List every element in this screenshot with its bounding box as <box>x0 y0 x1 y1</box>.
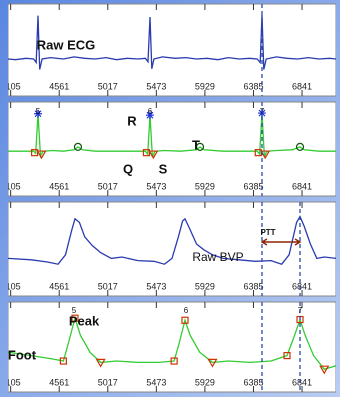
x-tick-label: 4561 <box>49 181 69 191</box>
x-tick-label: 5473 <box>146 81 166 91</box>
x-tick-label: 6385 <box>243 281 263 291</box>
x-tick-label: 4105 <box>1 81 21 91</box>
annotation: R <box>127 113 137 128</box>
marker-square <box>254 149 262 157</box>
annotation: Raw BVP <box>192 250 243 264</box>
x-tick-label: 4561 <box>49 81 69 91</box>
x-tick-label: 5473 <box>146 377 166 387</box>
marker-square <box>170 357 178 365</box>
marker-triangle <box>319 365 330 375</box>
x-tick-label: 6841 <box>292 81 312 91</box>
annotation: Peak <box>69 313 100 328</box>
marker-square <box>59 357 67 365</box>
x-tick-label: 4105 <box>1 377 21 387</box>
x-tick-label: 5473 <box>146 281 166 291</box>
x-tick-label: 5929 <box>195 377 215 387</box>
annotation: 6 <box>184 306 189 315</box>
x-tick-label: 5929 <box>195 181 215 191</box>
panel: 4105 4561 5017 5473 5929 6385 6841 5 6 7 R Q S T <box>1 101 336 197</box>
marker-star <box>34 109 43 118</box>
annotation: Q <box>123 161 133 176</box>
x-tick-label: 6385 <box>243 181 263 191</box>
x-tick-label: 4105 <box>1 181 21 191</box>
x-tick-label: 5017 <box>98 181 118 191</box>
annotation: 5 <box>36 107 41 116</box>
marker-triangle <box>260 150 271 160</box>
panel: 4105 4561 5017 5473 5929 6385 6841 5 6 7 Peak Foot <box>1 301 336 393</box>
panel-background <box>8 201 336 297</box>
panel-background <box>8 301 336 393</box>
annotation: 6 <box>148 107 153 116</box>
annotation: T <box>192 137 200 152</box>
panel: 4105 4561 5017 5473 5929 6385 6841 Raw ECG <box>1 3 336 97</box>
panel-background <box>8 3 336 97</box>
marker-square <box>283 352 291 360</box>
annotation: 7 <box>298 306 303 315</box>
marker-circle <box>73 142 83 151</box>
annotation: 5 <box>72 306 77 315</box>
signal-line <box>8 215 336 265</box>
annotation: S <box>159 161 168 176</box>
marker-triangle <box>36 150 47 160</box>
x-tick-label: 5017 <box>98 377 118 387</box>
marker-triangle <box>148 150 159 160</box>
x-tick-label: 6841 <box>292 281 312 291</box>
ptt-arrow <box>260 238 302 246</box>
signal-line <box>8 315 336 370</box>
marker-triangle <box>95 358 106 368</box>
marker-star <box>257 109 266 118</box>
x-tick-label: 6841 <box>292 377 312 387</box>
annotation: Foot <box>8 347 37 362</box>
x-tick-label: 5929 <box>195 281 215 291</box>
annotation: PTT <box>260 228 275 237</box>
x-tick-label: 4561 <box>49 281 69 291</box>
x-tick-label: 4105 <box>1 281 21 291</box>
marker-square <box>71 314 79 322</box>
x-tick-label: 5473 <box>146 181 166 191</box>
signal-line <box>8 14 336 70</box>
x-tick-label: 5929 <box>195 81 215 91</box>
x-tick-label: 6841 <box>292 181 312 191</box>
marker-circle <box>295 142 305 151</box>
annotation: 7 <box>260 107 265 116</box>
marker-square <box>31 149 39 157</box>
x-tick-label: 6385 <box>243 377 263 387</box>
x-tick-label: 6385 <box>243 81 263 91</box>
marker-square <box>181 316 189 324</box>
panel: 4105 4561 5017 5473 5929 6385 6841 Raw BVP PTT <box>1 201 336 297</box>
x-tick-label: 5017 <box>98 281 118 291</box>
marker-square <box>142 149 151 157</box>
marker-circle <box>195 142 205 151</box>
x-tick-label: 4561 <box>49 377 69 387</box>
panel-background <box>8 101 336 197</box>
marker-triangle <box>207 358 218 368</box>
marker-star <box>145 111 154 120</box>
x-tick-label: 5017 <box>98 81 118 91</box>
annotation: Raw ECG <box>37 37 96 52</box>
